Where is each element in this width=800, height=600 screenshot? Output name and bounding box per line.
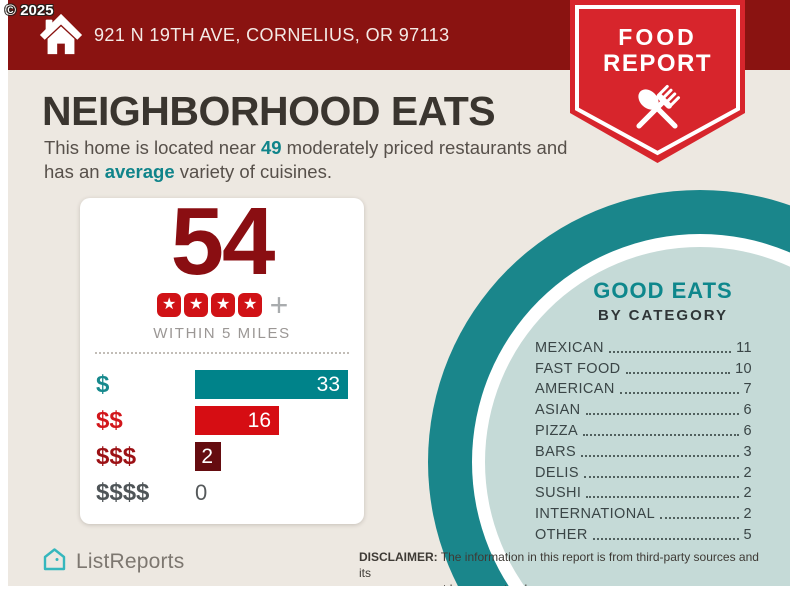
home-icon: [38, 12, 84, 58]
category-name: FAST FOOD: [535, 360, 621, 377]
bar-zone: 2: [195, 442, 348, 471]
copyright-label: © 2025: [5, 2, 54, 19]
category-name: AMERICAN: [535, 381, 615, 398]
category-name: INTERNATIONAL: [535, 506, 656, 523]
category-name: OTHER: [535, 526, 588, 543]
disclaimer-line1: The information in this report is from t…: [359, 550, 759, 580]
price-tier-bar: 16: [195, 406, 279, 435]
dotted-leader: [585, 413, 739, 416]
restaurant-stats-card: 54 ★ ★ ★ ★ + WITHIN 5 MILES $33 $$ 16 $$$ 2 $$$$ 0: [80, 192, 364, 524]
star-icon: ★: [211, 293, 236, 317]
listreports-wordmark: ListReports: [76, 550, 185, 573]
category-row: SUSHI 2: [535, 482, 752, 503]
page-description: This home is located near 49 moderately …: [44, 136, 604, 184]
category-count: 10: [735, 360, 752, 377]
category-count: 5: [743, 526, 752, 543]
price-tier-bar-chart: $33 $$ 16 $$$ 2 $$$$ 0: [96, 370, 348, 514]
good-eats-header: GOOD EATS BY CATEGORY: [513, 278, 790, 324]
property-address: 921 N 19TH AVE, CORNELIUS, OR 97113: [94, 24, 450, 45]
category-count: 2: [743, 485, 752, 502]
price-tier-row: $$ 16: [96, 406, 348, 435]
bar-zone: 33: [195, 370, 348, 399]
desc-text: This home is located near: [44, 137, 261, 158]
desc-text: moderately priced restaurants and: [281, 137, 568, 158]
category-row: AMERICAN 7: [535, 378, 752, 399]
dotted-leader: [583, 433, 739, 436]
price-tier-row: $$$ 2: [96, 442, 348, 471]
price-tier-row: $33: [96, 370, 348, 399]
dotted-leader: [608, 350, 732, 353]
category-row: DELIS 2: [535, 461, 752, 482]
page-title: NEIGHBORHOOD EATS: [42, 88, 496, 134]
category-count: 3: [743, 443, 752, 460]
star-rating: ★ ★ ★ ★ +: [80, 287, 364, 323]
price-tier-row: $$$$ 0: [96, 478, 348, 507]
category-name: SUSHI: [535, 485, 582, 502]
bar-value: 33: [316, 372, 340, 396]
radius-label: WITHIN 5 MILES: [153, 325, 291, 342]
variety-highlight: average: [104, 161, 175, 182]
category-row: FAST FOOD 10: [535, 357, 752, 378]
dotted-leader: [660, 517, 739, 520]
bar-value: 2: [201, 444, 213, 468]
bar-value-zero: 0: [195, 480, 208, 505]
category-count: 6: [743, 402, 752, 419]
price-tier-label: $$$$: [96, 478, 150, 506]
dashed-divider: [95, 352, 349, 354]
desc-text: variety of cuisines.: [174, 161, 332, 182]
category-list: MEXICAN 11 FAST FOOD 10 AMERICAN 7 ASIAN 6 PIZZA…: [535, 336, 752, 544]
disclaimer-line2: accuracy cannot be guaranteed.: [359, 582, 530, 586]
spoon-fork-icon: [625, 76, 689, 145]
star-icon: ★: [238, 293, 263, 317]
dotted-leader: [581, 454, 739, 457]
category-row: BARS 3: [535, 440, 752, 461]
category-row: MEXICAN 11: [535, 336, 752, 357]
disclaimer-text: DISCLAIMER: The information in this repo…: [359, 549, 763, 586]
category-row: PIZZA 6: [535, 419, 752, 440]
plus-icon: +: [269, 287, 289, 323]
desc-text: has an: [44, 161, 105, 182]
dotted-leader: [583, 475, 739, 478]
listreports-brand: ListReports: [41, 546, 184, 578]
food-report-badge: FOOD REPORT: [570, 0, 745, 172]
category-name: BARS: [535, 443, 577, 460]
category-count: 11: [736, 339, 752, 356]
price-tier-label: $: [96, 370, 110, 398]
restaurant-count: 54: [170, 188, 276, 295]
star-icon: ★: [157, 293, 182, 317]
bar-value: 16: [247, 408, 271, 432]
dotted-leader: [619, 392, 739, 395]
dotted-leader: [625, 371, 731, 374]
category-count: 7: [743, 381, 752, 398]
price-tier-label: $$$: [96, 442, 137, 470]
bar-zone: 0: [195, 478, 348, 507]
dotted-leader: [592, 537, 739, 540]
price-tier-label: $$: [96, 406, 123, 434]
restaurant-count-highlight: 49: [260, 137, 282, 158]
badge-title-line2: REPORT: [602, 50, 712, 77]
category-count: 2: [743, 464, 752, 481]
price-tier-bar: 2: [195, 442, 221, 471]
category-name: PIZZA: [535, 422, 579, 439]
good-eats-title: GOOD EATS: [593, 278, 733, 303]
category-row: OTHER 5: [535, 523, 752, 544]
disclaimer-label: DISCLAIMER:: [359, 550, 438, 564]
category-row: ASIAN 6: [535, 398, 752, 419]
category-name: DELIS: [535, 464, 579, 481]
category-name: ASIAN: [535, 402, 581, 419]
category-row: INTERNATIONAL 2: [535, 502, 752, 523]
bar-zone: 16: [195, 406, 348, 435]
price-tier-bar: 33: [195, 370, 348, 399]
content-canvas: 921 N 19TH AVE, CORNELIUS, OR 97113 FOOD…: [8, 0, 790, 586]
listreports-logo-icon: [41, 546, 68, 578]
badge-title-line1: FOOD: [618, 24, 697, 50]
star-icon: ★: [184, 293, 209, 317]
category-count: 6: [743, 422, 752, 439]
dotted-leader: [586, 496, 739, 499]
category-count: 2: [743, 506, 752, 523]
good-eats-subtitle: BY CATEGORY: [597, 307, 729, 324]
category-name: MEXICAN: [535, 339, 604, 356]
